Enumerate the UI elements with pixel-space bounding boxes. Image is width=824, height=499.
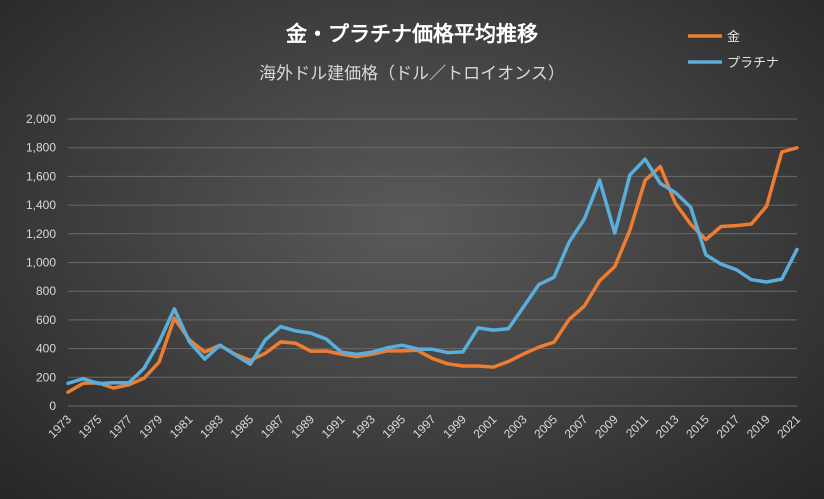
x-tick-label: 1985 (228, 412, 257, 441)
y-tick-label: 200 (36, 370, 56, 384)
x-tick-label: 2021 (774, 412, 803, 441)
x-tick-label: 2007 (562, 412, 591, 441)
y-tick-label: 2,000 (26, 112, 56, 126)
x-tick-label: 1977 (106, 412, 135, 441)
y-tick-label: 400 (36, 342, 56, 356)
x-tick-label: 1989 (288, 412, 317, 441)
x-tick-label: 2001 (471, 412, 500, 441)
legend-label-platinum: プラチナ (727, 56, 779, 71)
x-tick-label: 2003 (501, 412, 530, 441)
x-axis-ticks: 1973 1975 1977 1979 1981 1983 1985 1987 1989 1991… (45, 412, 803, 441)
series-lines (66, 146, 799, 394)
x-tick-label: 2015 (683, 412, 712, 441)
chart-title: 金・プラチナ価格平均推移 (285, 22, 538, 46)
series-line-platinum (66, 157, 799, 386)
x-tick-label: 1993 (349, 412, 378, 441)
y-tick-label: 1,400 (26, 198, 56, 212)
x-tick-label: 2009 (592, 412, 621, 441)
x-tick-label: 2005 (531, 412, 560, 441)
x-tick-label: 2013 (653, 412, 682, 441)
y-tick-label: 600 (36, 313, 56, 327)
legend-label-gold: 金 (727, 29, 740, 45)
x-tick-label: 1995 (379, 412, 408, 441)
y-tick-label: 800 (36, 284, 56, 298)
x-tick-label: 1975 (76, 412, 105, 441)
series-line-gold (66, 146, 799, 394)
x-tick-label: 1983 (197, 412, 226, 441)
x-tick-label: 2019 (744, 412, 773, 441)
x-tick-label: 1991 (319, 412, 348, 441)
x-tick-label: 1997 (410, 412, 439, 441)
y-tick-label: 1,800 (26, 141, 56, 155)
y-tick-label: 1,000 (26, 256, 56, 270)
gridlines (68, 118, 797, 407)
x-tick-label: 1981 (167, 412, 196, 441)
y-tick-label: 0 (49, 399, 56, 413)
x-tick-label: 1973 (45, 412, 74, 441)
x-tick-label: 2011 (623, 412, 651, 440)
y-axis-ticks: 0 200 400 600 800 1,000 1,200 1,400 1,600 1,800 2,… (26, 112, 56, 413)
x-tick-label: 1979 (136, 412, 165, 441)
y-tick-label: 1,200 (26, 227, 56, 241)
y-tick-label: 1,600 (26, 169, 56, 183)
x-tick-label: 1999 (440, 412, 469, 441)
x-tick-label: 2017 (714, 412, 743, 441)
legend: 金 プラチナ (688, 29, 779, 71)
chart-subtitle: 海外ドル建価格（ドル／トロイオンス） (259, 64, 565, 84)
x-tick-label: 1987 (258, 412, 287, 441)
